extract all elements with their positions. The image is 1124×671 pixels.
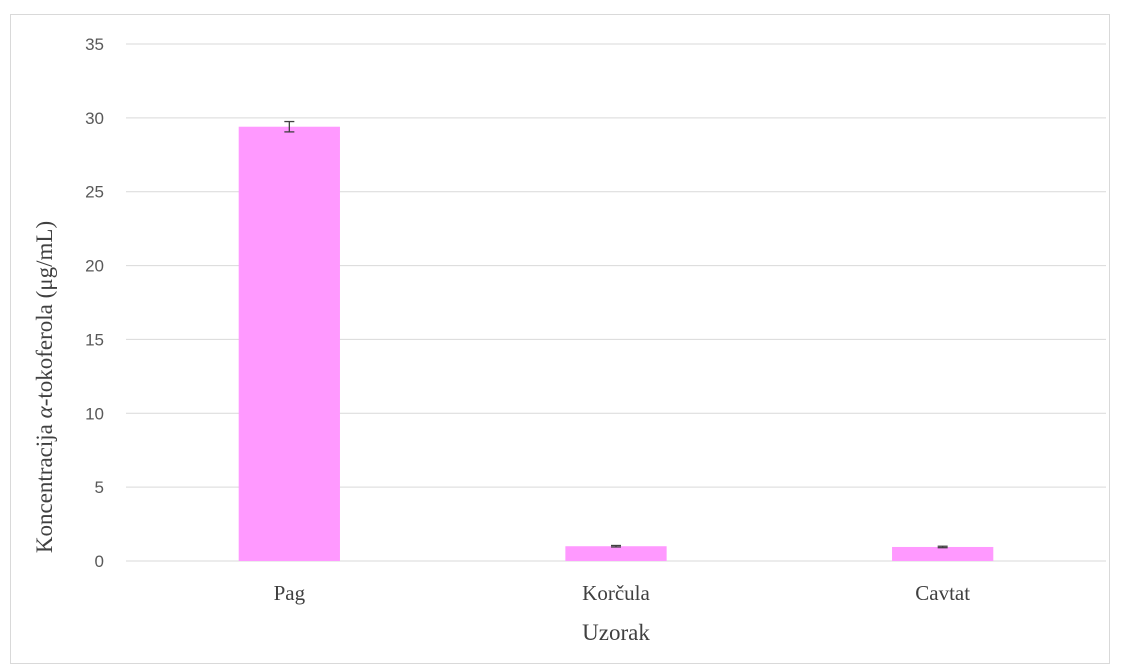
bar-0 [238, 126, 340, 561]
error-bar-2 [937, 545, 948, 549]
x-category-label: Korčula [582, 581, 650, 605]
y-tick-label: 35 [85, 35, 104, 54]
y-axis-title-alpha: α [32, 405, 57, 418]
bar-2 [892, 546, 994, 561]
error-bar-1 [611, 544, 621, 548]
error-bar-0 [284, 120, 295, 133]
y-tick-label: 25 [85, 183, 104, 202]
y-tick-label: 5 [95, 478, 104, 497]
bars [238, 126, 994, 561]
x-category-labels: Pag Korčula Cavtat [274, 581, 971, 605]
y-tick-label: 30 [85, 109, 104, 128]
error-bars [284, 120, 948, 549]
x-axis-title: Uzorak [582, 620, 650, 645]
y-tick-label: 15 [85, 330, 104, 349]
y-tick-label: 10 [85, 404, 104, 423]
y-axis-title: Koncentracija α-tokoferola (μg/mL) [32, 221, 57, 553]
y-axis-title-suffix: -tokoferola (μg/mL) [32, 221, 57, 406]
bar-1 [565, 546, 667, 561]
y-axis-title-prefix: Koncentracija [32, 418, 57, 553]
y-tick-labels: 0 5 10 15 20 25 30 35 [85, 35, 104, 571]
y-tick-label: 0 [95, 552, 104, 571]
y-tick-label: 20 [85, 257, 104, 276]
x-category-label: Pag [274, 581, 306, 605]
x-category-label: Cavtat [915, 581, 970, 605]
